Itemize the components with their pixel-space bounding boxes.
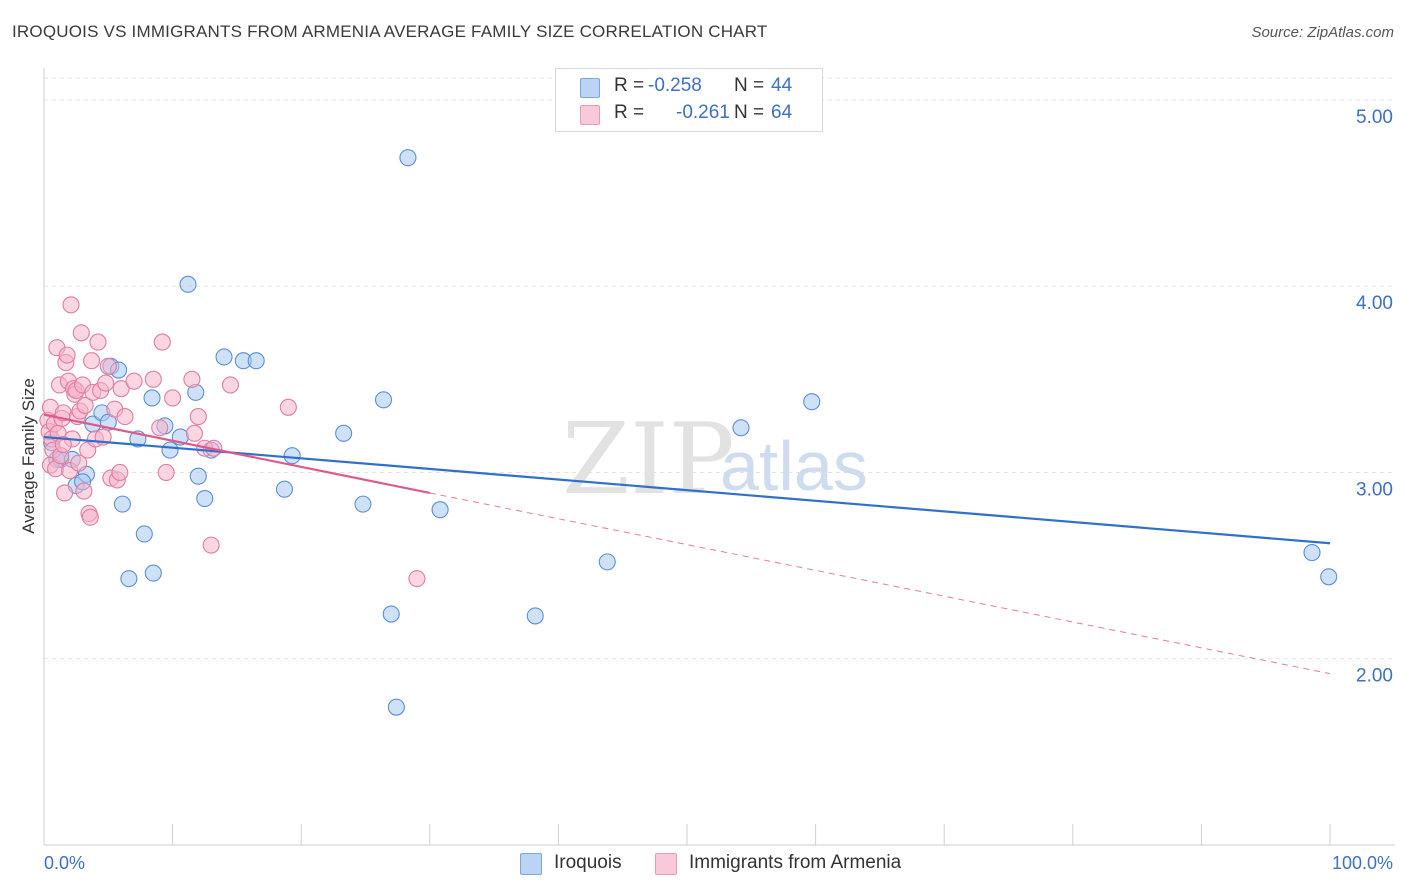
y-axis-label: Average Family Size — [19, 378, 38, 534]
armenia-point — [54, 435, 72, 454]
armenia-point — [144, 370, 162, 388]
armenia-point — [89, 333, 107, 351]
legend-n-value: 44 — [771, 75, 793, 96]
armenia-point — [157, 463, 175, 482]
iroquois-point — [196, 489, 214, 508]
iroquois-point — [732, 419, 750, 437]
iroquois-point — [120, 570, 138, 588]
iroquois-point — [189, 467, 207, 485]
iroquois-point — [526, 607, 544, 625]
armenia-point — [70, 454, 88, 472]
legend-r-label: R = — [614, 75, 645, 96]
iroquois-point — [144, 564, 162, 582]
iroquois-point — [382, 605, 400, 623]
armenia-point — [97, 374, 115, 392]
watermark-atlas: atlas — [720, 427, 868, 505]
armenia-point — [125, 372, 143, 390]
iroquois-point — [275, 480, 294, 498]
iroquois-point — [113, 495, 131, 513]
iroquois-point — [1303, 544, 1321, 562]
y-tick-label: 3.00 — [1356, 479, 1393, 500]
iroquois-point — [803, 393, 821, 411]
legend-r-value: -0.258 — [648, 75, 702, 96]
armenia-point — [62, 296, 80, 314]
armenia-point — [112, 380, 130, 398]
y-tick-label: 2.00 — [1356, 666, 1393, 687]
stats-legend: R = -0.258 N = 44 R = -0.261 N = 64 — [555, 68, 823, 132]
armenia-point — [81, 508, 99, 526]
x-tick-label: 0.0% — [44, 853, 85, 873]
iroquois-point — [431, 501, 449, 519]
legend-n-label: N = — [734, 75, 765, 96]
iroquois-point — [387, 698, 405, 716]
armenia-point — [116, 408, 134, 426]
armenia-swatch — [655, 853, 677, 875]
armenia-point — [221, 376, 240, 394]
armenia-point — [58, 346, 76, 364]
iroquois-point — [335, 424, 353, 442]
iroquois-point — [374, 391, 393, 409]
iroquois-trend-line — [43, 435, 1331, 545]
iroquois-swatch — [520, 853, 542, 875]
armenia-point — [151, 419, 169, 437]
iroquois-point — [143, 389, 161, 407]
armenia-point — [153, 333, 171, 351]
legend-n-value: 64 — [771, 102, 793, 123]
armenia-point — [164, 389, 182, 407]
legend-r-label: R = — [614, 102, 645, 123]
legend-n-label: N = — [734, 102, 765, 123]
bottom-legend-label: Iroquois — [554, 852, 622, 873]
iroquois-point — [161, 441, 179, 459]
armenia-point — [56, 484, 74, 502]
watermark-zip: ZIP — [562, 403, 735, 517]
chart-title: IROQUOIS VS IMMIGRANTS FROM ARMENIA AVER… — [12, 22, 768, 41]
iroquois-point — [179, 275, 197, 293]
y-tick-label: 5.00 — [1356, 107, 1393, 128]
trend-lines — [43, 413, 1331, 675]
chart-source: Source: ZipAtlas.com — [1251, 24, 1394, 41]
iroquois-point — [247, 352, 265, 370]
armenia-point — [279, 398, 297, 416]
iroquois-point — [135, 525, 153, 543]
armenia-point — [83, 352, 101, 370]
armenia-point — [99, 357, 117, 375]
armenia-point — [75, 482, 93, 500]
axes — [43, 68, 1395, 846]
armenia-point — [408, 570, 426, 588]
iroquois-point — [354, 495, 372, 513]
armenia-point — [185, 424, 204, 442]
armenia-point — [189, 408, 207, 426]
armenia-trend-extension — [429, 492, 1331, 675]
bottom-legend-label: Immigrants from Armenia — [689, 852, 902, 873]
iroquois-swatch — [580, 78, 600, 98]
armenia-swatch — [580, 105, 600, 125]
armenia-point — [72, 324, 90, 342]
iroquois-point — [1320, 568, 1338, 586]
armenia-point — [202, 536, 220, 554]
legend-r-value: -0.261 — [676, 102, 730, 123]
armenia-point — [183, 370, 201, 388]
tick-labels: 2.00 3.00 4.00 5.00 0.0% 100.0% — [44, 107, 1393, 873]
armenia-point — [76, 396, 94, 414]
armenia-trend-line — [43, 413, 431, 495]
iroquois-point — [598, 553, 616, 571]
armenia-point — [111, 463, 129, 482]
y-tick-label: 4.00 — [1356, 293, 1393, 314]
iroquois-point — [283, 447, 301, 465]
x-tick-label: 100.0% — [1332, 853, 1393, 873]
iroquois-point — [399, 149, 417, 167]
iroquois-point — [215, 348, 233, 366]
